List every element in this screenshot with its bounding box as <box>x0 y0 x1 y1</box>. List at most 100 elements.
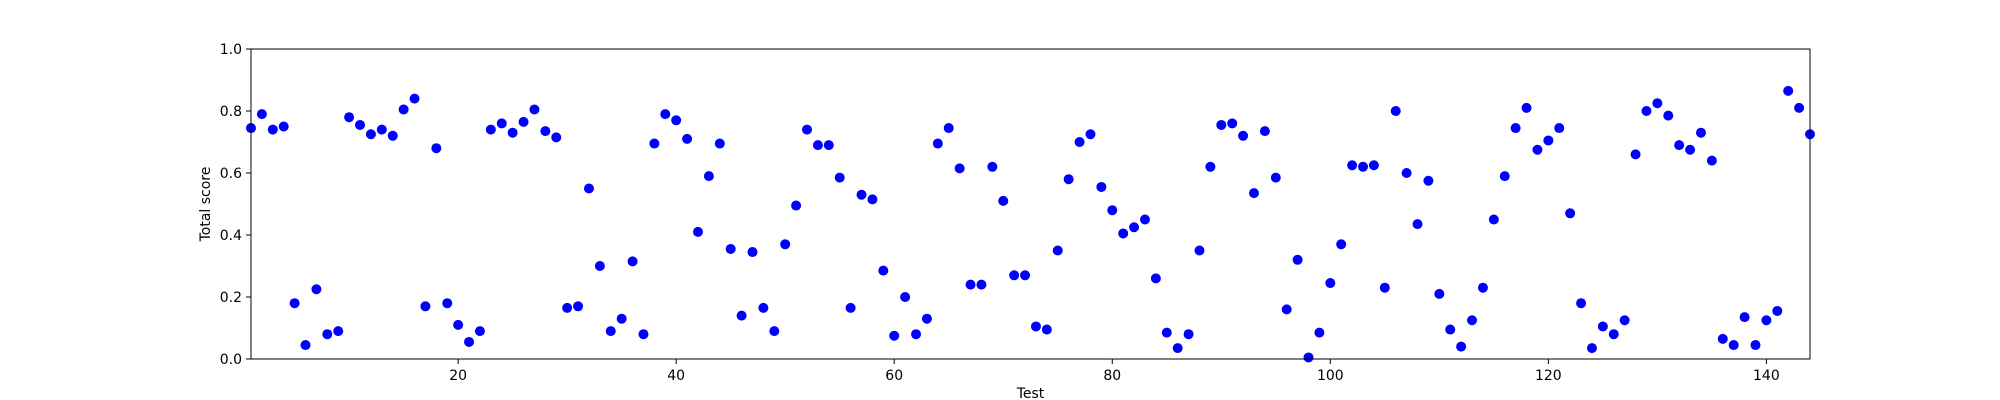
data-point <box>1412 219 1423 230</box>
data-point <box>714 138 725 149</box>
data-point <box>834 172 845 183</box>
data-point <box>780 239 791 250</box>
data-point <box>1270 172 1281 183</box>
data-point <box>987 161 998 172</box>
data-point <box>802 124 813 135</box>
data-point <box>1118 228 1129 239</box>
data-points <box>246 85 1815 363</box>
data-point <box>594 261 605 271</box>
data-point <box>845 302 856 313</box>
data-point <box>1314 327 1325 338</box>
data-point <box>267 124 278 135</box>
data-point <box>692 226 703 237</box>
data-point <box>791 200 802 211</box>
data-point <box>1172 343 1183 354</box>
data-point <box>998 195 1009 206</box>
data-point <box>1063 174 1074 185</box>
data-point <box>1467 315 1478 326</box>
data-point <box>1009 270 1020 281</box>
data-point <box>1586 343 1597 354</box>
data-point <box>1554 123 1565 134</box>
data-point <box>278 121 289 132</box>
data-point <box>398 104 409 115</box>
y-tick-label: 0.2 <box>220 290 242 306</box>
data-point <box>442 298 453 309</box>
data-point <box>431 143 442 154</box>
data-point <box>823 140 834 151</box>
data-point <box>507 127 518 138</box>
data-point <box>1739 312 1750 323</box>
data-point <box>1336 239 1347 250</box>
data-point <box>344 112 355 123</box>
data-point <box>1183 329 1194 340</box>
data-point <box>1576 298 1587 309</box>
data-point <box>1630 149 1641 160</box>
data-point <box>1020 270 1031 281</box>
data-point <box>322 329 333 340</box>
data-point <box>965 279 976 290</box>
data-point <box>1052 245 1063 256</box>
plot-area-frame <box>250 48 1811 360</box>
data-point <box>725 243 736 254</box>
data-point <box>496 118 507 129</box>
data-point <box>1379 282 1390 293</box>
data-point <box>1532 144 1543 155</box>
data-point <box>1652 98 1663 109</box>
y-tick-label: 1.0 <box>220 42 242 58</box>
data-point <box>1150 273 1161 284</box>
data-point <box>256 109 267 120</box>
data-point <box>583 183 594 194</box>
data-point <box>671 115 682 126</box>
data-point <box>1347 160 1358 171</box>
data-point <box>627 256 638 267</box>
data-point <box>1597 321 1608 332</box>
data-point <box>1565 208 1576 219</box>
data-point <box>1477 282 1488 293</box>
data-point <box>856 189 867 200</box>
data-point <box>551 132 562 143</box>
data-point <box>376 124 387 135</box>
y-tick-label: 0.0 <box>220 352 242 368</box>
data-point <box>1772 305 1783 316</box>
data-point <box>1259 126 1270 137</box>
data-point <box>1445 324 1456 335</box>
data-point <box>889 330 900 341</box>
data-point <box>1717 333 1728 344</box>
x-axis-ticks: 20 40 60 80 100 120 140 <box>449 359 1780 384</box>
data-point <box>954 163 965 174</box>
data-point <box>485 124 496 135</box>
x-tick-label: 100 <box>1317 368 1344 384</box>
data-point <box>1390 106 1401 116</box>
data-point <box>682 133 693 144</box>
data-point <box>1292 254 1303 265</box>
data-point <box>474 326 485 337</box>
data-point <box>1510 123 1521 134</box>
data-point <box>878 265 889 276</box>
data-point <box>420 301 431 312</box>
data-point <box>1227 118 1238 129</box>
data-point <box>311 284 322 295</box>
data-point <box>1238 130 1249 141</box>
data-point <box>1194 245 1205 256</box>
x-tick-label: 120 <box>1535 368 1562 384</box>
data-point <box>409 93 420 104</box>
data-point <box>1030 321 1041 332</box>
data-point <box>921 313 932 324</box>
data-point <box>1794 102 1805 113</box>
data-point <box>1368 160 1379 171</box>
data-point <box>812 140 823 151</box>
y-axis-ticks: 0.0 0.2 0.4 0.6 0.8 1.0 <box>220 42 251 368</box>
data-point <box>1674 140 1685 151</box>
data-point <box>1205 161 1216 172</box>
data-point <box>1129 222 1140 233</box>
data-point <box>518 116 529 127</box>
data-point <box>1107 205 1118 216</box>
data-point <box>660 109 671 120</box>
data-point <box>1358 161 1369 172</box>
data-point <box>1325 278 1336 289</box>
data-point <box>562 302 573 313</box>
data-point <box>289 298 300 309</box>
data-point <box>911 329 922 340</box>
data-point <box>1161 327 1172 338</box>
